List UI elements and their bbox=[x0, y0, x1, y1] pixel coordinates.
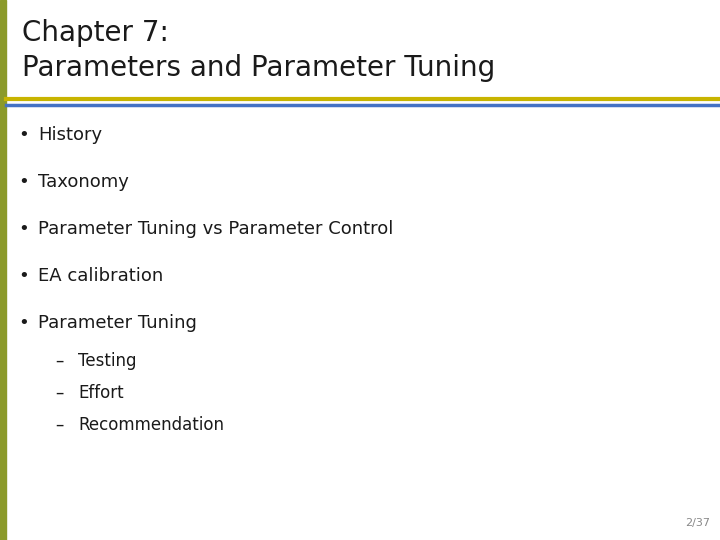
Text: Testing: Testing bbox=[78, 352, 137, 370]
Text: •: • bbox=[18, 126, 29, 144]
Bar bbox=[0, 0, 6, 540]
Text: Parameters and Parameter Tuning: Parameters and Parameter Tuning bbox=[22, 54, 495, 82]
Text: Effort: Effort bbox=[78, 384, 124, 402]
Text: Parameter Tuning vs Parameter Control: Parameter Tuning vs Parameter Control bbox=[38, 220, 393, 238]
Text: –: – bbox=[55, 384, 63, 402]
Text: Taxonomy: Taxonomy bbox=[38, 173, 129, 191]
Text: •: • bbox=[18, 314, 29, 332]
Text: Recommendation: Recommendation bbox=[78, 416, 224, 434]
Text: –: – bbox=[55, 352, 63, 370]
Text: –: – bbox=[55, 416, 63, 434]
Text: •: • bbox=[18, 267, 29, 285]
Text: History: History bbox=[38, 126, 102, 144]
Text: Parameter Tuning: Parameter Tuning bbox=[38, 314, 197, 332]
Text: EA calibration: EA calibration bbox=[38, 267, 163, 285]
Text: •: • bbox=[18, 173, 29, 191]
Text: •: • bbox=[18, 220, 29, 238]
Text: 2/37: 2/37 bbox=[685, 518, 710, 528]
Text: Chapter 7:: Chapter 7: bbox=[22, 19, 169, 47]
